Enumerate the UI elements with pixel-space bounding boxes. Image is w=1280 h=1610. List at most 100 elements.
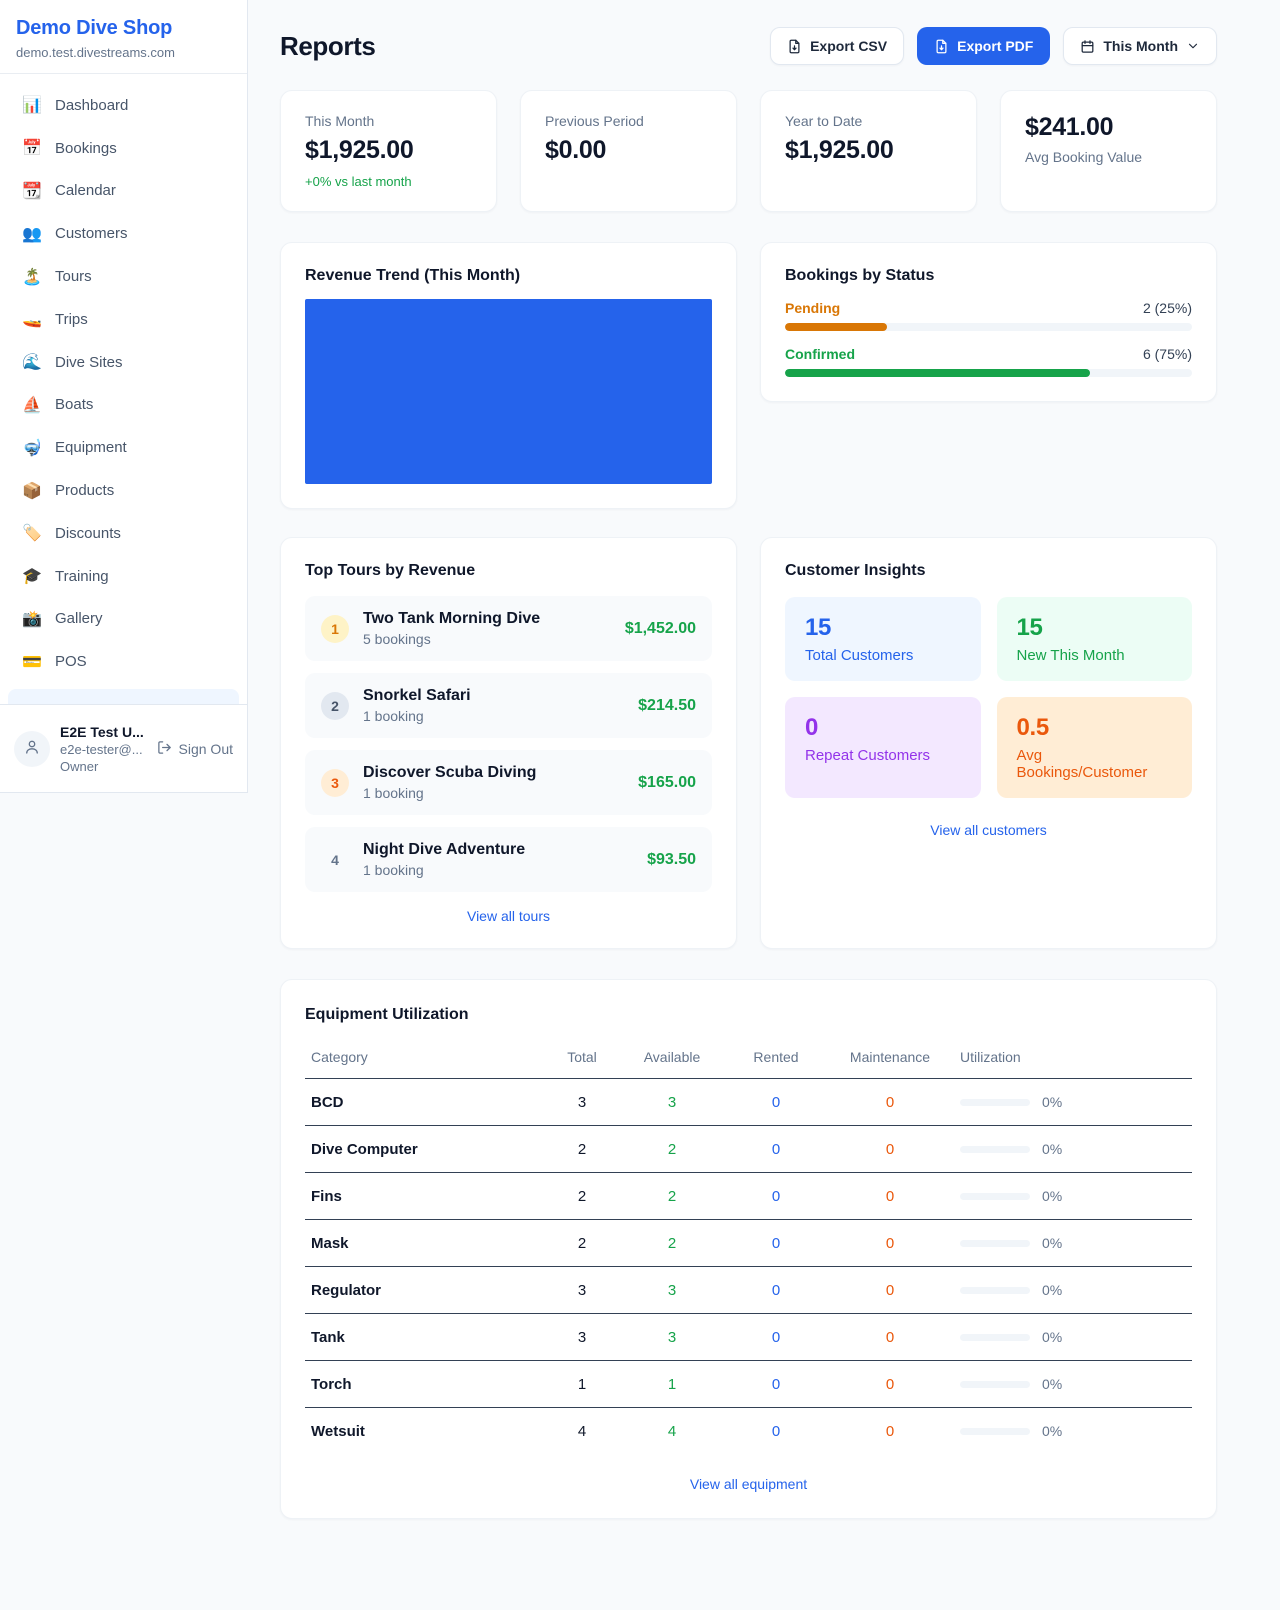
tour-name: Discover Scuba Diving: [363, 764, 537, 781]
tour-revenue: $165.00: [638, 773, 696, 791]
equipment-category: Fins: [305, 1172, 546, 1220]
status-progress-fill: [785, 323, 887, 331]
sidebar-item-products[interactable]: 📦 Products: [8, 469, 239, 512]
tour-item-two-tank-morning-dive[interactable]: 1 Two Tank Morning Dive 5 bookings $1,452.0…: [305, 596, 712, 661]
status-row-confirmed: Confirmed 6 (75%): [785, 346, 1192, 362]
period-selector[interactable]: This Month: [1063, 27, 1217, 65]
camera-icon: 📸: [22, 610, 42, 628]
sailboat-icon: ⛵: [22, 396, 42, 414]
graduation-cap-icon: 🎓: [22, 568, 42, 586]
sidebar-nav: 📊 Dashboard 📅 Bookings 📆 Calendar 👥 Customers 🏝️…: [0, 74, 247, 792]
tour-info: Snorkel Safari 1 booking: [363, 687, 624, 724]
equipment-maintenance: 0: [885, 1422, 895, 1440]
sidebar-item-bookings[interactable]: 📅 Bookings: [8, 127, 239, 170]
tour-revenue: $93.50: [647, 850, 696, 868]
sidebar-item-customers[interactable]: 👥 Customers: [8, 212, 239, 255]
stat-label: Previous Period: [545, 113, 644, 129]
user-name: E2E Test U...: [60, 723, 144, 740]
tour-item-discover-scuba-diving[interactable]: 3 Discover Scuba Diving 1 booking $165.00: [305, 750, 712, 815]
column-header-category: Category: [305, 1041, 546, 1079]
equipment-maintenance: 0: [826, 1078, 954, 1126]
sidebar-item-gallery[interactable]: 📸 Gallery: [8, 598, 239, 641]
sidebar-item-label: Training: [55, 567, 109, 585]
equipment-available: 3: [618, 1313, 726, 1361]
revenue-trend-card: Revenue Trend (This Month): [280, 242, 737, 509]
equipment-total: 4: [577, 1422, 587, 1440]
equipment-category: BCD: [305, 1078, 546, 1126]
sign-out-button[interactable]: Sign Out: [157, 740, 233, 758]
equipment-category: Dive Computer: [305, 1125, 546, 1173]
view-all-equipment-link[interactable]: View all equipment: [689, 1475, 808, 1492]
tour-list: 1 Two Tank Morning Dive 5 bookings $1,452.0…: [305, 596, 712, 892]
top-tours-card: Top Tours by Revenue 1 Two Tank Morning D…: [280, 537, 737, 949]
stat-value: $241.00: [1025, 113, 1114, 141]
equipment-available: 2: [618, 1219, 726, 1267]
file-download-icon: [787, 39, 802, 54]
equipment-maintenance: 0: [826, 1266, 954, 1314]
equipment-rented: 0: [726, 1078, 826, 1126]
sidebar-item-equipment[interactable]: 🤿 Equipment: [8, 426, 239, 469]
top-tours-title: Top Tours by Revenue: [305, 562, 476, 579]
stat-card-this-month: This Month $1,925.00 +0% vs last month: [280, 90, 497, 212]
chevron-down-icon: [1186, 39, 1200, 53]
sidebar-item-label: Equipment: [55, 439, 127, 457]
equipment-maintenance: 0: [826, 1313, 954, 1361]
utilization-track: [960, 1427, 1030, 1435]
sidebar-item-tours[interactable]: 🏝️ Tours: [8, 255, 239, 298]
tear-off-calendar-icon: 📆: [22, 182, 42, 200]
utilization-track: [960, 1380, 1030, 1388]
insight-label: Avg Bookings/Customer: [1016, 747, 1148, 781]
sidebar-item-dive-sites[interactable]: 🌊 Dive Sites: [8, 341, 239, 384]
revenue-trend-title: Revenue Trend (This Month): [305, 267, 521, 284]
export-pdf-button[interactable]: Export PDF: [917, 27, 1051, 65]
sidebar-item-label: Discounts: [55, 524, 121, 542]
brand: Demo Dive Shop demo.test.divestreams.com: [0, 0, 247, 74]
stat-card-year-to-date: Year to Date $1,925.00: [760, 90, 977, 212]
tour-bookings: 1 booking: [363, 862, 424, 878]
insight-label: Total Customers: [805, 647, 914, 664]
header-actions: Export CSV Export PDF This Month: [770, 27, 1217, 65]
sidebar-item-dashboard[interactable]: 📊 Dashboard: [8, 84, 239, 127]
view-all-customers-link[interactable]: View all customers: [930, 822, 1047, 838]
equipment-maintenance: 0: [826, 1125, 954, 1173]
utilization-percent: 0%: [1042, 1094, 1063, 1110]
equipment-row-regulator: Regulator 3 3 0 0 0%: [305, 1266, 1192, 1314]
customer-insights-title: Customer Insights: [785, 562, 926, 579]
insight-value: 15: [805, 614, 832, 641]
utilization-track: [960, 1098, 1030, 1106]
sidebar-item-calendar[interactable]: 📆 Calendar: [8, 170, 239, 213]
sidebar-item-boats[interactable]: ⛵ Boats: [8, 384, 239, 427]
equipment-rented: 0: [726, 1172, 826, 1220]
sidebar-item-label: Dashboard: [55, 96, 129, 114]
status-label: Confirmed: [785, 346, 855, 362]
export-csv-button[interactable]: Export CSV: [770, 27, 905, 65]
sidebar-item-training[interactable]: 🎓 Training: [8, 555, 239, 598]
tour-bookings: 5 bookings: [363, 631, 431, 647]
user-footer: E2E Test U... e2e-tester@... Owner Sign …: [0, 704, 247, 792]
equipment-table: Category Total Available Rented Maintenance U…: [305, 1041, 1192, 1455]
sidebar-item-discounts[interactable]: 🏷️ Discounts: [8, 512, 239, 555]
equipment-utilization: 0%: [954, 1172, 1192, 1220]
utilization-percent: 0%: [1042, 1376, 1063, 1392]
tour-item-night-dive-adventure[interactable]: 4 Night Dive Adventure 1 booking $93.50: [305, 827, 712, 892]
equipment-maintenance: 0: [826, 1219, 954, 1267]
insight-value: 0: [805, 714, 819, 741]
shop-name: Demo Dive Shop: [16, 17, 173, 39]
insight-label: Repeat Customers: [805, 747, 931, 764]
package-icon: 📦: [22, 482, 42, 500]
stat-value: $1,925.00: [305, 136, 414, 164]
equipment-rented: 0: [726, 1266, 826, 1314]
insight-tile-avg-bookings-customer: 0.5 Avg Bookings/Customer: [996, 697, 1192, 798]
equipment-category: Torch: [305, 1360, 546, 1408]
avatar: [14, 730, 50, 767]
tour-info: Night Dive Adventure 1 booking: [363, 841, 633, 878]
equipment-rented: 0: [726, 1313, 826, 1361]
tour-item-snorkel-safari[interactable]: 2 Snorkel Safari 1 booking $214.50: [305, 673, 712, 738]
insight-tile-total-customers: 15 Total Customers: [785, 597, 981, 681]
sidebar-item-pos[interactable]: 💳 POS: [8, 640, 239, 683]
sidebar-item-label: Bookings: [55, 139, 117, 157]
equipment-maintenance: 0: [826, 1172, 954, 1220]
view-all-tours-link[interactable]: View all tours: [466, 908, 550, 924]
utilization-percent: 0%: [1042, 1188, 1063, 1204]
sidebar-item-trips[interactable]: 🚤 Trips: [8, 298, 239, 341]
